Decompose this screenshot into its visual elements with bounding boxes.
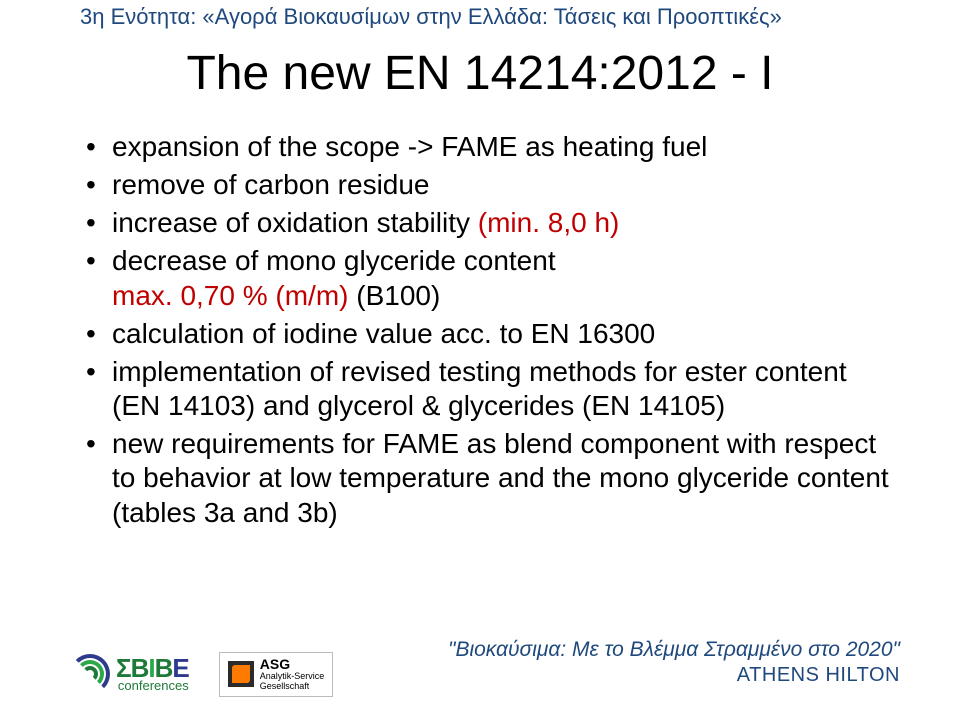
bullet-text: decrease of mono glyceride content bbox=[112, 245, 556, 276]
sbibe-logo: ΣBIBE conferences bbox=[70, 654, 189, 694]
list-item: increase of oxidation stability (min. 8,… bbox=[86, 206, 890, 240]
bullet-subline: max. 0,70 % (m/m) (B100) bbox=[112, 279, 890, 313]
section-header: 3η Ενότητα: «Αγορά Βιοκαυσίμων στην Ελλά… bbox=[80, 4, 900, 30]
bullet-text: remove of carbon residue bbox=[112, 169, 430, 200]
asg-text: ASG Analytik-Service Gesellschaft bbox=[260, 657, 325, 692]
bullet-text: increase of oxidation stability bbox=[112, 207, 478, 238]
footer-right: "Βιοκαύσιμα: Με το Βλέμμα Στραμμένο στο … bbox=[448, 638, 900, 687]
asg-title: ASG bbox=[260, 657, 325, 672]
asg-line2: Gesellschaft bbox=[260, 681, 310, 691]
bullet-emphasis: (min. 8,0 h) bbox=[478, 207, 620, 238]
sbibe-wordmark: ΣBIBE conferences bbox=[116, 657, 189, 692]
list-item: implementation of revised testing method… bbox=[86, 355, 890, 423]
section-header-text: 3η Ενότητα: «Αγορά Βιοκαυσίμων στην Ελλά… bbox=[80, 4, 782, 29]
bullet-text: (B100) bbox=[348, 280, 440, 311]
list-item: new requirements for FAME as blend compo… bbox=[86, 427, 890, 529]
sbibe-subtext: conferences bbox=[118, 680, 189, 692]
list-item: calculation of iodine value acc. to EN 1… bbox=[86, 317, 890, 351]
bullet-emphasis: max. 0,70 % (m/m) bbox=[112, 280, 348, 311]
bullet-text: new requirements for FAME as blend compo… bbox=[112, 428, 889, 527]
logo-row: ΣBIBE conferences ASG Analytik-Service G… bbox=[70, 652, 333, 697]
list-item: expansion of the scope -> FAME as heatin… bbox=[86, 130, 890, 164]
list-item: decrease of mono glyceride content max. … bbox=[86, 244, 890, 312]
asg-mark-icon bbox=[228, 661, 254, 687]
footer: ΣBIBE conferences ASG Analytik-Service G… bbox=[0, 615, 960, 705]
slide: 3η Ενότητα: «Αγορά Βιοκαυσίμων στην Ελλά… bbox=[0, 0, 960, 705]
slide-title: The new EN 14214:2012 - I bbox=[0, 46, 960, 101]
sbibe-arcs-icon bbox=[70, 654, 110, 694]
bullet-list: expansion of the scope -> FAME as heatin… bbox=[86, 130, 890, 530]
list-item: remove of carbon residue bbox=[86, 168, 890, 202]
sbibe-letters: ΣBIBE bbox=[116, 657, 189, 680]
content-area: expansion of the scope -> FAME as heatin… bbox=[86, 130, 890, 534]
asg-line1: Analytik-Service bbox=[260, 671, 325, 681]
event-venue: ATHENS HILTON bbox=[448, 664, 900, 687]
asg-logo: ASG Analytik-Service Gesellschaft bbox=[219, 652, 334, 697]
bullet-text: calculation of iodine value acc. to EN 1… bbox=[112, 318, 655, 349]
bullet-text: implementation of revised testing method… bbox=[112, 356, 847, 421]
event-title: "Βιοκαύσιμα: Με το Βλέμμα Στραμμένο στο … bbox=[448, 638, 900, 662]
bullet-text: expansion of the scope -> FAME as heatin… bbox=[112, 131, 707, 162]
